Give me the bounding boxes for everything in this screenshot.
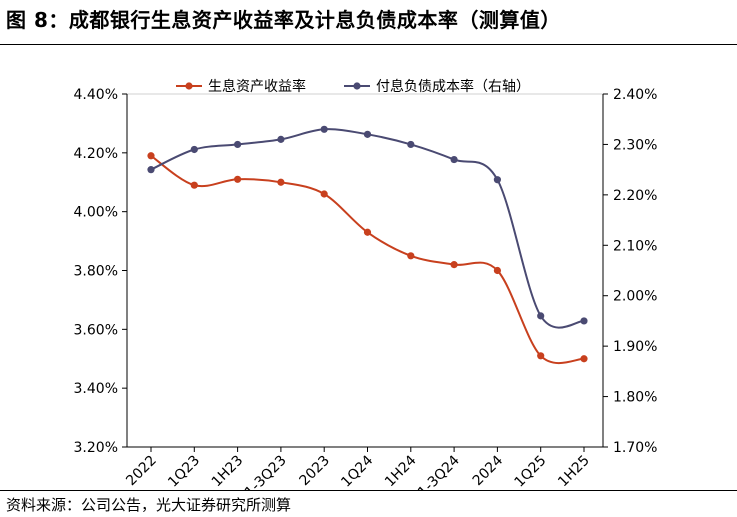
yield-data-point: [363, 228, 372, 236]
x-axis-tick-label: 1-3Q24: [415, 452, 463, 490]
cost-data-point: [234, 140, 242, 149]
yield-data-point: [450, 261, 458, 269]
yield-data-point: [320, 190, 328, 198]
left-axis-tick-label: 3.20%: [74, 440, 118, 456]
right-axis-tick-label: 1.70%: [613, 440, 657, 456]
right-axis-tick-label: 2.20%: [613, 188, 657, 204]
left-axis-tick-label: 4.00%: [74, 205, 118, 221]
yield-data-point: [580, 355, 588, 363]
right-axis-tick-label: 1.90%: [613, 339, 657, 355]
cost-data-point: [407, 140, 415, 149]
x-axis-tick-label: 1Q24: [338, 452, 376, 490]
left-axis: 3.20% 3.40% 3.60% 3.80% 4.00% 4.20% 4.40%: [74, 87, 128, 456]
cost-series-line: [150, 128, 585, 329]
figure-title: 图 8：成都银行生息资产收益率及计息负债成本率（测算值）: [6, 8, 561, 32]
line-chart: 3.20% 3.40% 3.60% 3.80% 4.00% 4.20% 4.40% 1.70…: [74, 78, 658, 490]
left-axis-tick-label: 3.60%: [74, 322, 118, 338]
x-axis-tick-label: 1-3Q23: [242, 453, 290, 490]
cost-data-point: [493, 176, 501, 184]
right-axis: 1.70% 1.80% 1.90% 2.00% 2.10% 2.20% 2.30% 2.40%: [602, 87, 657, 456]
x-axis-tick-label: 1Q23: [165, 453, 203, 490]
plot-frame: [126, 93, 604, 448]
x-axis-tick-label: 2024: [470, 452, 507, 489]
legend: 生息资产收益率 付息负债成本率（右轴）: [176, 78, 530, 95]
legend-swatch-marker: [353, 82, 361, 90]
title-divider: [0, 44, 737, 45]
cost-data-point: [363, 130, 372, 138]
legend-label: 付息负债成本率（右轴）: [376, 78, 530, 95]
yield-series-line: [150, 154, 585, 365]
yield-data-point: [190, 181, 198, 189]
yield-data-point: [277, 178, 285, 186]
series-markers: [147, 125, 588, 363]
x-axis-tick-label: 1H23: [209, 453, 247, 490]
left-axis-tick-label: 3.80%: [74, 264, 118, 280]
yield-data-point: [234, 175, 242, 183]
cost-data-point: [537, 312, 545, 320]
yield-data-point: [147, 152, 155, 160]
right-axis-tick-label: 2.40%: [613, 87, 657, 103]
series-lines: [150, 128, 585, 365]
right-axis-tick-label: 1.80%: [613, 390, 657, 406]
left-axis-tick-label: 4.20%: [74, 146, 118, 162]
x-axis-tick-label: 2023: [297, 453, 334, 490]
left-axis-tick-label: 4.40%: [74, 87, 118, 103]
left-axis-tick-label: 3.40%: [74, 381, 118, 397]
yield-data-point: [493, 266, 501, 275]
cost-data-point: [580, 317, 588, 325]
source-divider: [0, 490, 737, 491]
x-axis-tick-label: 1H25: [555, 453, 593, 490]
legend-swatch-marker: [185, 82, 193, 90]
x-axis-tick-label: 1Q25: [512, 453, 550, 490]
source-note: 资料来源：公司公告，光大证券研究所测算: [6, 496, 292, 514]
x-axis-tick-label: 1H24: [382, 452, 420, 490]
cost-data-point: [450, 155, 458, 164]
yield-data-point: [537, 352, 545, 360]
right-axis-tick-label: 2.30%: [613, 137, 657, 153]
cost-data-point: [190, 145, 198, 154]
right-axis-tick-label: 2.00%: [613, 289, 657, 305]
right-axis-tick-label: 2.10%: [613, 238, 657, 254]
x-axis-tick-label: 2022: [123, 453, 160, 490]
cost-data-point: [147, 166, 155, 174]
legend-label: 生息资产收益率: [208, 78, 306, 95]
yield-data-point: [407, 252, 415, 260]
cost-data-point: [320, 125, 328, 133]
cost-data-point: [277, 135, 285, 143]
